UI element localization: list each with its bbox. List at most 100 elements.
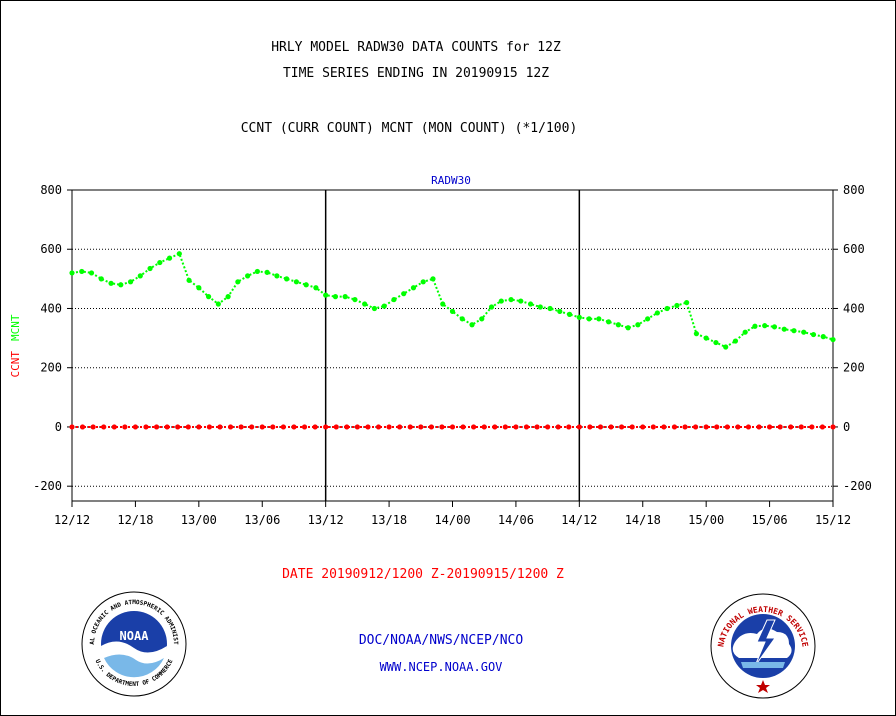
panel-title: RADW30	[431, 174, 471, 187]
data-point	[664, 305, 670, 312]
data-point	[537, 304, 543, 310]
data-point	[596, 316, 602, 322]
data-point	[164, 424, 170, 430]
data-point	[371, 305, 378, 312]
y-tick-label-right: 600	[843, 242, 865, 256]
y-tick-label-left: -200	[33, 479, 62, 493]
data-point	[481, 424, 487, 430]
url-line: WWW.NCEP.NOAA.GOV	[380, 660, 503, 674]
data-point	[523, 424, 530, 430]
data-point	[606, 319, 612, 325]
y-axis-label-ccnt: CCNT	[9, 351, 22, 378]
data-point	[674, 302, 680, 309]
x-tick-label: 12/12	[54, 513, 90, 527]
data-point	[381, 303, 387, 309]
data-point	[186, 277, 192, 283]
data-point	[810, 331, 817, 338]
data-point	[111, 424, 117, 430]
data-point	[196, 285, 202, 291]
data-point	[365, 424, 371, 430]
data-point	[597, 424, 604, 430]
y-tick-label-right: -200	[843, 479, 872, 493]
data-point	[724, 424, 730, 430]
data-point	[153, 424, 160, 430]
data-point	[147, 265, 153, 272]
data-point	[280, 424, 286, 430]
data-point	[809, 424, 815, 430]
data-point	[534, 424, 540, 430]
data-point	[460, 424, 466, 430]
data-point	[118, 282, 124, 288]
date-range: DATE 20190912/1200 Z-20190915/1200 Z	[282, 567, 564, 582]
series-mcnt	[69, 251, 836, 350]
y-axis-label: CCNT MCNT	[9, 314, 22, 377]
data-point	[205, 294, 212, 300]
chart-title-line1: HRLY MODEL RADW30 DATA COUNTS for 12Z	[271, 40, 561, 55]
data-point	[766, 424, 773, 430]
data-point	[576, 424, 582, 430]
data-point	[661, 424, 667, 430]
data-point	[397, 424, 403, 430]
y-tick-label-left: 200	[40, 361, 62, 375]
data-point	[513, 424, 519, 430]
x-tick-label: 13/12	[308, 513, 344, 527]
data-point	[344, 424, 350, 430]
data-point	[555, 424, 561, 430]
data-point	[459, 316, 465, 322]
data-point	[375, 424, 382, 430]
data-point	[742, 329, 748, 335]
x-tick-label: 13/18	[371, 513, 407, 527]
data-point	[629, 424, 635, 430]
data-point	[692, 424, 699, 430]
noaa-center-text: NOAA	[120, 629, 150, 643]
x-tick-label: 14/06	[498, 513, 534, 527]
x-tick-label: 14/12	[561, 513, 597, 527]
x-tick-label: 13/00	[181, 513, 217, 527]
y-tick-label-right: 200	[843, 361, 865, 375]
data-point	[420, 279, 426, 285]
data-point	[291, 424, 297, 430]
data-point	[386, 424, 392, 430]
data-point	[713, 339, 719, 346]
y-tick-label-right: 400	[843, 301, 865, 315]
data-point	[293, 279, 299, 285]
data-point	[175, 424, 181, 430]
data-point	[301, 424, 308, 430]
data-point	[587, 424, 593, 430]
data-point	[259, 424, 265, 430]
data-point	[762, 323, 768, 329]
data-point	[788, 424, 794, 430]
data-point	[671, 424, 678, 430]
data-point	[176, 251, 182, 257]
data-point	[566, 424, 572, 430]
data-point	[830, 424, 836, 430]
data-point	[69, 424, 75, 430]
data-point	[254, 268, 260, 275]
data-point	[791, 328, 797, 334]
data-point	[576, 314, 582, 320]
data-point	[303, 282, 309, 288]
chart-subtitle: CCNT (CURR COUNT) MCNT (MON COUNT) (*1/1…	[241, 121, 578, 136]
data-point	[79, 268, 85, 275]
data-point	[527, 301, 534, 307]
data-point	[323, 292, 329, 298]
x-axis-ticks: 12/12 12/18 13/00 13/06 13/12 13/18 14/00 14/06…	[54, 501, 851, 527]
series-ccnt	[69, 424, 836, 430]
data-point	[714, 424, 720, 430]
data-point	[284, 276, 290, 282]
data-point	[401, 291, 407, 297]
data-point	[157, 259, 163, 266]
chart-title-line2: TIME SERIES ENDING IN 20190915 12Z	[283, 66, 549, 81]
data-point	[756, 424, 762, 430]
nws-logo: NATIONAL WEATHER SERVICE	[710, 593, 816, 699]
data-point	[313, 285, 319, 291]
data-point	[166, 255, 173, 261]
data-point	[735, 424, 741, 430]
y-tick-label-left: 0	[55, 420, 62, 434]
data-point	[801, 329, 807, 335]
data-point	[645, 316, 651, 322]
data-point	[440, 301, 446, 307]
data-point	[684, 299, 690, 306]
data-point	[410, 285, 417, 291]
data-point	[101, 424, 107, 430]
